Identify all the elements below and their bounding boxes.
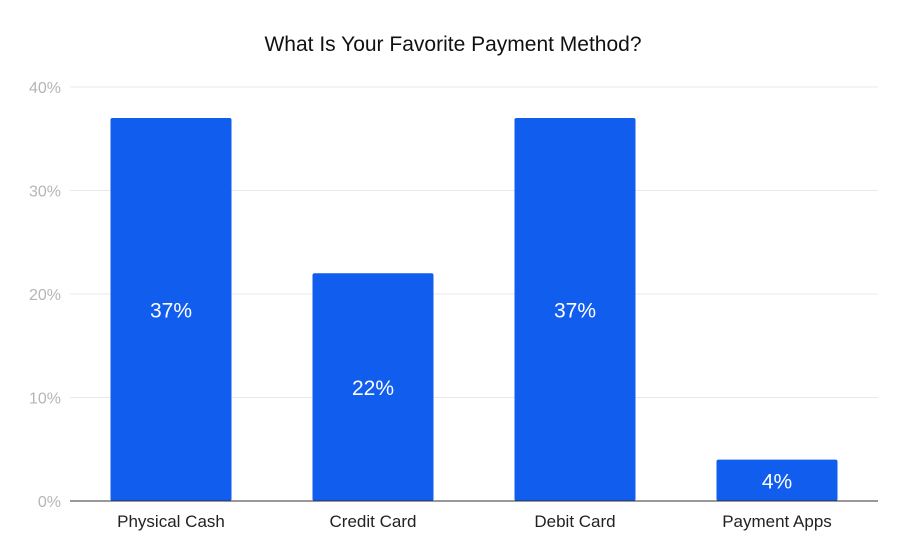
x-axis-ticks: Physical Cash Credit Card Debit Card Paymen… <box>117 512 832 531</box>
y-tick-label: 40% <box>29 80 61 97</box>
bar <box>110 118 232 502</box>
y-tick-label: 20% <box>29 287 61 304</box>
y-tick-label: 0% <box>38 494 61 511</box>
x-tick-label: Debit Card <box>534 512 615 531</box>
bar <box>514 118 636 502</box>
data-label: 22% <box>352 377 394 400</box>
data-labels: 37% 22% 37% 4% <box>150 300 792 494</box>
x-tick-label: Physical Cash <box>117 512 225 531</box>
y-tick-label: 30% <box>29 184 61 201</box>
data-label: 4% <box>762 470 792 493</box>
data-label: 37% <box>554 300 596 323</box>
bar <box>312 273 434 501</box>
bar <box>716 459 838 501</box>
chart-title: What Is Your Favorite Payment Method? <box>264 33 641 56</box>
bars <box>110 118 838 502</box>
y-tick-label: 10% <box>29 391 61 408</box>
data-label: 37% <box>150 300 192 323</box>
y-axis-ticks: 0% 10% 20% 30% 40% <box>29 80 61 511</box>
x-tick-label: Payment Apps <box>722 512 832 531</box>
x-tick-label: Credit Card <box>330 512 417 531</box>
